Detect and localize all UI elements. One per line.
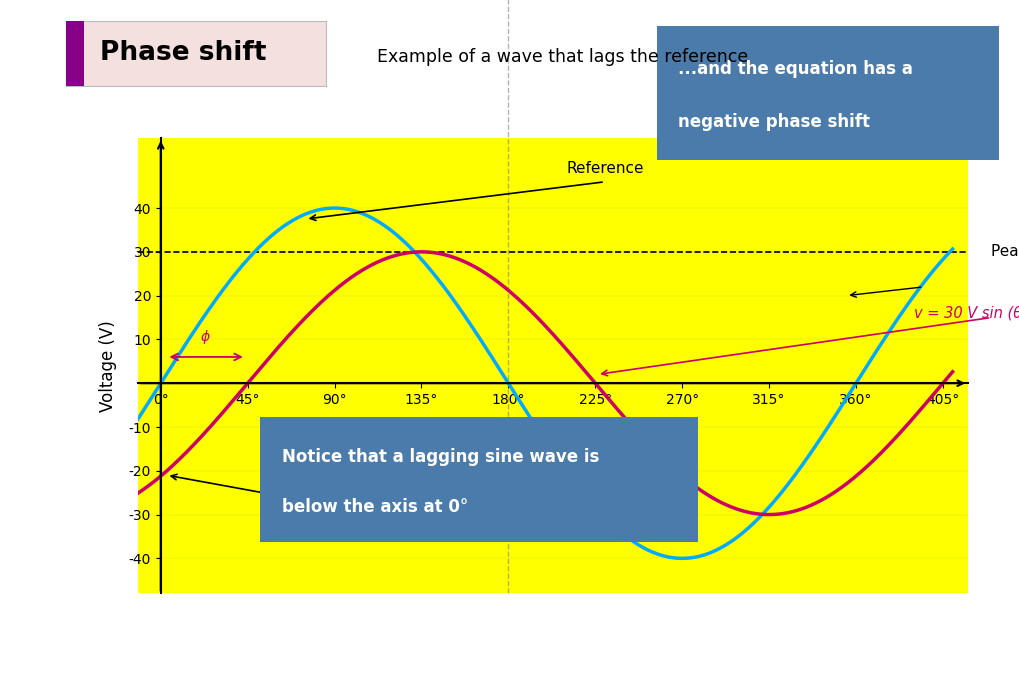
Text: below the axis at 0°: below the axis at 0° — [281, 498, 468, 516]
Text: Reference: Reference — [567, 161, 644, 176]
Text: Phase shift: Phase shift — [100, 41, 267, 66]
Text: Peak voltage: Peak voltage — [991, 244, 1019, 259]
Text: ...and the equation has a: ...and the equation has a — [678, 59, 913, 77]
Text: Example of a wave that lags the reference: Example of a wave that lags the referenc… — [377, 48, 748, 66]
Y-axis label: Voltage (V): Voltage (V) — [100, 320, 117, 411]
X-axis label: Angle (°): Angle (°) — [516, 418, 590, 436]
Text: v = 30 V sin (θ – 45°): v = 30 V sin (θ – 45°) — [914, 306, 1019, 321]
Text: Notice that a lagging sine wave is: Notice that a lagging sine wave is — [281, 448, 599, 466]
FancyBboxPatch shape — [66, 21, 85, 86]
Text: $\phi$: $\phi$ — [200, 328, 211, 346]
Text: negative phase shift: negative phase shift — [678, 113, 870, 131]
